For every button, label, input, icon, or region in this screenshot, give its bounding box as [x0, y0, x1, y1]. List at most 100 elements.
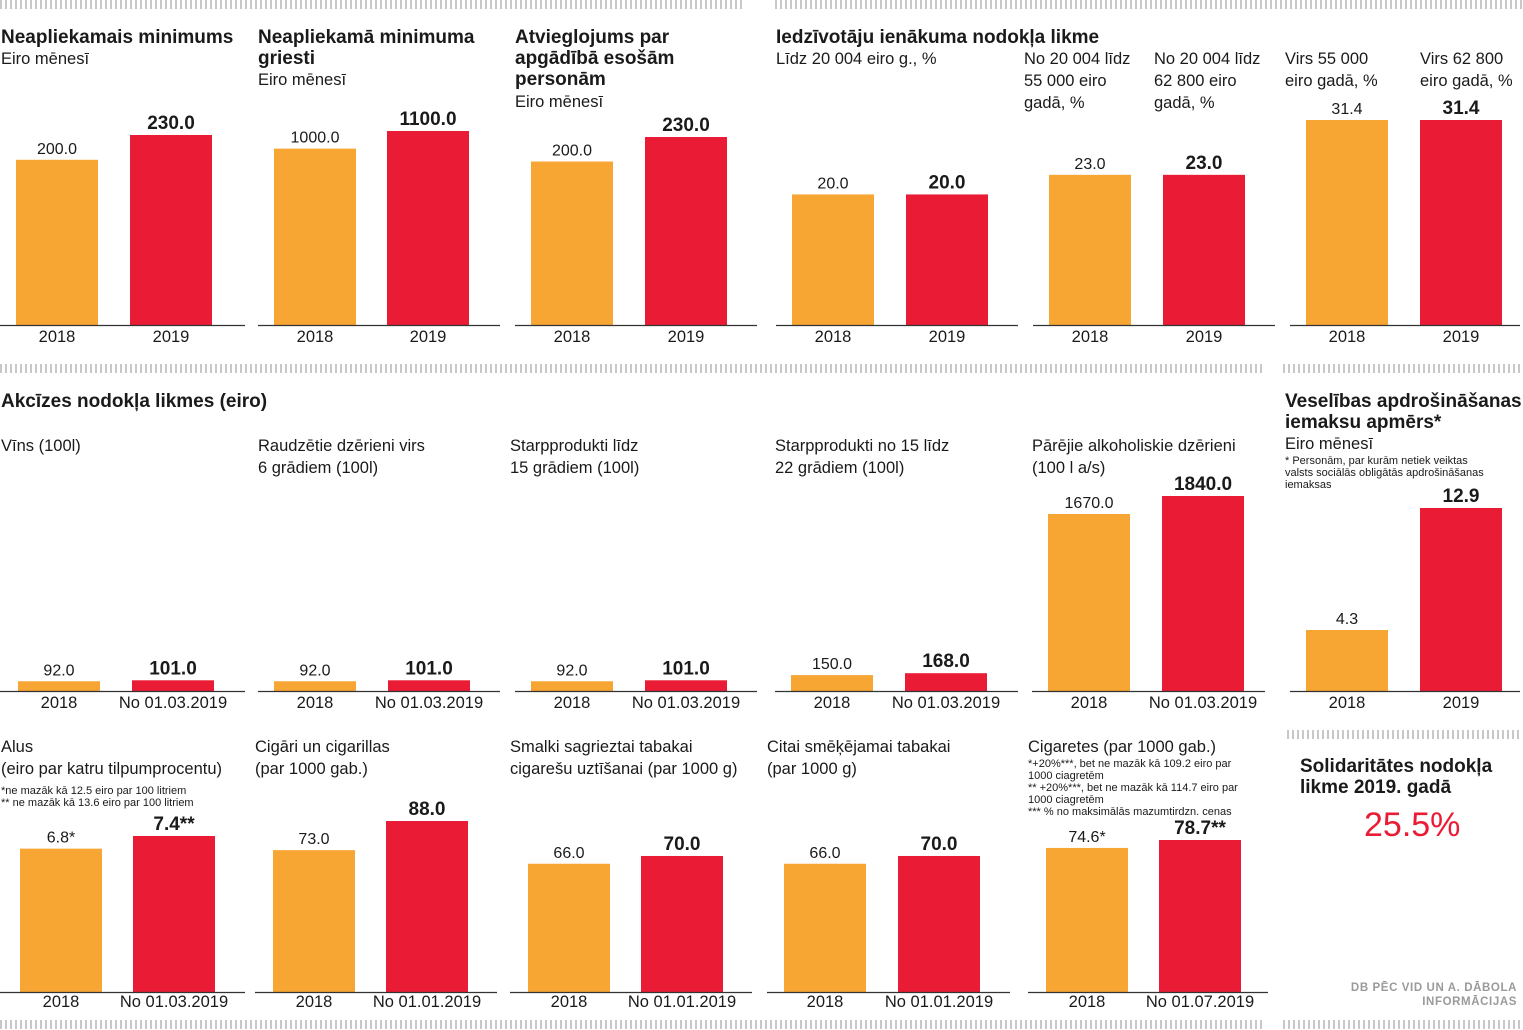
chart-subtitle: Citai smēķējamai tabakai (par 1000 g) [767, 738, 951, 778]
data-label: 6.8* [47, 830, 75, 847]
bar [1049, 174, 1131, 325]
data-label: 31.4 [1443, 98, 1480, 119]
x-tick-label: 2018 [814, 694, 851, 712]
data-label: 150.0 [812, 656, 852, 673]
bar [1162, 496, 1244, 691]
bar [386, 821, 468, 992]
bar [528, 863, 610, 992]
x-tick-label: 2018 [1072, 328, 1109, 346]
chart-subtitle: Starpprodukti no 15 līdz 22 grādiem (100… [775, 437, 950, 477]
x-tick-label: 2019 [1186, 328, 1223, 346]
x-tick-label: No 01.01.2019 [628, 993, 736, 1011]
x-tick-label: 2018 [551, 993, 588, 1011]
data-label: 66.0 [809, 845, 840, 862]
bar [1420, 120, 1502, 325]
x-tick-label: 2018 [296, 993, 333, 1011]
bar [1046, 847, 1128, 992]
chart-subtitle: Eiro mēnesī [1, 50, 90, 68]
data-label: 7.4** [153, 814, 195, 835]
bar [898, 855, 980, 992]
chart-title: Iedzīvotāju ienākuma nodokļa likme [776, 27, 1100, 48]
x-tick-label: 2018 [1071, 694, 1108, 712]
chart-subtitle: Eiro mēnesī [515, 93, 604, 111]
bar [16, 159, 98, 325]
x-tick-label: 2018 [297, 328, 334, 346]
data-label: 1100.0 [399, 109, 456, 130]
x-tick-label: 2018 [554, 694, 591, 712]
x-tick-label: 2018 [815, 328, 852, 346]
chart-subtitle: Līdz 20 004 eiro g., % [776, 50, 937, 68]
bar [792, 194, 874, 325]
chart-subtitle: Vīns (100l) [1, 437, 81, 455]
chart-subtitle: No 20 004 līdz 55 000 eiro gadā, % [1024, 50, 1131, 112]
chart-subtitle: Raudzētie dzērieni virs 6 grādiem (100l) [258, 437, 425, 477]
x-tick-label: 2019 [1443, 694, 1480, 712]
data-label: 70.0 [921, 834, 958, 855]
bar [531, 681, 613, 691]
x-tick-label: 2018 [297, 694, 334, 712]
chart-title: Atvieglojums par apgādībā esošām personā… [515, 27, 675, 90]
chart-subtitle: Virs 62 800 eiro gadā, % [1420, 50, 1513, 90]
x-tick-label: 2018 [554, 328, 591, 346]
bar [130, 135, 212, 325]
x-tick-label: 2018 [41, 694, 78, 712]
x-tick-label: 2018 [1329, 328, 1366, 346]
x-tick-label: 2019 [668, 328, 705, 346]
data-label: 70.0 [664, 834, 701, 855]
bar [1163, 174, 1245, 325]
data-label: 31.4 [1331, 101, 1362, 118]
data-label: 101.0 [149, 658, 197, 679]
source-credit: DB PĒC VID UN A. DĀBOLA INFORMĀCIJAS [1350, 982, 1517, 1008]
data-label: 200.0 [37, 141, 77, 158]
bar [273, 850, 355, 992]
chart-subtitle: No 20 004 līdz 62 800 eiro gadā, % [1154, 50, 1261, 112]
data-label: 88.0 [409, 799, 446, 820]
x-tick-label: No 01.03.2019 [892, 694, 1000, 712]
x-tick-label: No 01.03.2019 [375, 694, 483, 712]
chart-subtitle: Cigaretes (par 1000 gab.) [1028, 738, 1217, 756]
bar [133, 836, 215, 992]
chart-subtitle: Pārējie alkoholiskie dzērieni (100 l a/s… [1032, 437, 1236, 477]
data-label: 20.0 [817, 175, 848, 192]
bar [1306, 120, 1388, 325]
data-label: 1000.0 [291, 130, 340, 147]
separator-top-right [775, 0, 1523, 9]
chart-title: Neapliekamais minimums [1, 27, 234, 48]
data-label: 230.0 [147, 113, 195, 134]
x-tick-label: No 01.03.2019 [1149, 694, 1257, 712]
bar [784, 863, 866, 992]
bar [388, 680, 470, 691]
x-tick-label: 2019 [1443, 328, 1480, 346]
bar [1420, 508, 1502, 691]
bar [645, 680, 727, 691]
x-tick-label: No 01.03.2019 [120, 993, 228, 1011]
x-tick-label: No 01.07.2019 [1146, 993, 1254, 1011]
data-label: 73.0 [298, 831, 329, 848]
data-label: 4.3 [1336, 611, 1358, 628]
chart-title: Neapliekamā minimuma griesti [258, 27, 475, 69]
data-label: 92.0 [556, 662, 587, 679]
x-tick-label: 2018 [43, 993, 80, 1011]
bar [18, 681, 100, 691]
x-tick-label: 2018 [39, 328, 76, 346]
data-label: 101.0 [662, 658, 710, 679]
chart-subtitle: Eiro mēnesī [258, 71, 347, 89]
footnote: *ne mazāk kā 12.5 eiro par 100 litriem *… [1, 785, 194, 809]
x-tick-label: 2018 [807, 993, 844, 1011]
bar [645, 137, 727, 325]
bar [641, 855, 723, 992]
separator-top-left [0, 0, 745, 9]
x-tick-label: No 01.03.2019 [632, 694, 740, 712]
x-tick-label: 2019 [410, 328, 447, 346]
x-tick-label: 2019 [153, 328, 190, 346]
chart-title: Veselības apdrošināšanas iemaksu apmērs* [1285, 391, 1522, 433]
bar [132, 680, 214, 691]
data-label: 92.0 [299, 662, 330, 679]
x-tick-label: No 01.01.2019 [885, 993, 993, 1011]
bar [1048, 514, 1130, 691]
data-label: 20.0 [929, 172, 966, 193]
x-tick-label: 2018 [1329, 694, 1366, 712]
solidarity-value: 25.5% [1364, 806, 1461, 844]
chart-subtitle: Virs 55 000 eiro gadā, % [1285, 50, 1378, 90]
